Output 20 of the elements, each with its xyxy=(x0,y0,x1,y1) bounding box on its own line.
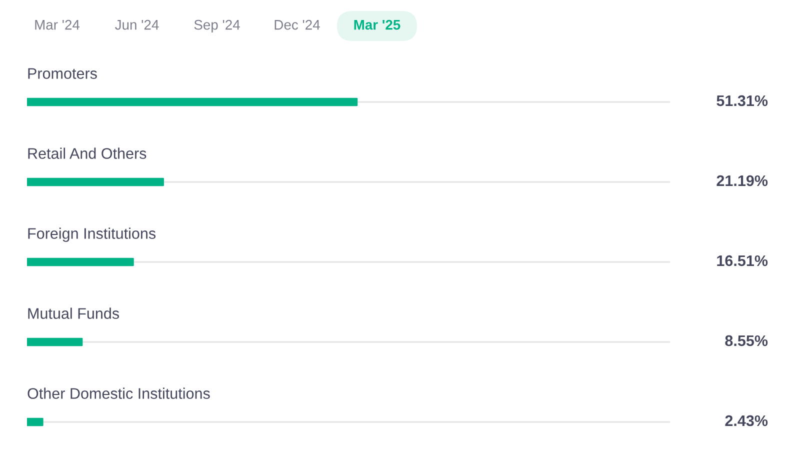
y-tick-label: Foreign Institutions xyxy=(28,228,156,242)
bar xyxy=(27,178,164,186)
bar xyxy=(27,98,358,106)
y-tick-label: Promoters xyxy=(28,68,97,79)
text: Dec '24 xyxy=(274,20,320,30)
data-label: 51.31% xyxy=(716,95,768,106)
text: Jun '24 xyxy=(115,20,159,30)
bar xyxy=(27,418,44,426)
text: Mar '24 xyxy=(35,20,80,30)
chart-title: Mar '25 xyxy=(354,20,400,30)
data-label: 16.51% xyxy=(717,255,768,266)
bar xyxy=(27,258,134,266)
bar xyxy=(27,338,83,346)
y-tick-label: Mutual Funds xyxy=(28,308,120,319)
y-tick-label: Retail And Others xyxy=(28,148,146,159)
text: Sep '24 xyxy=(194,20,240,32)
data-label: 8.55% xyxy=(725,335,768,346)
y-tick-label: Other Domestic Institutions xyxy=(28,388,210,399)
data-label: 2.43% xyxy=(725,415,768,426)
data-label: 21.19% xyxy=(716,175,768,186)
